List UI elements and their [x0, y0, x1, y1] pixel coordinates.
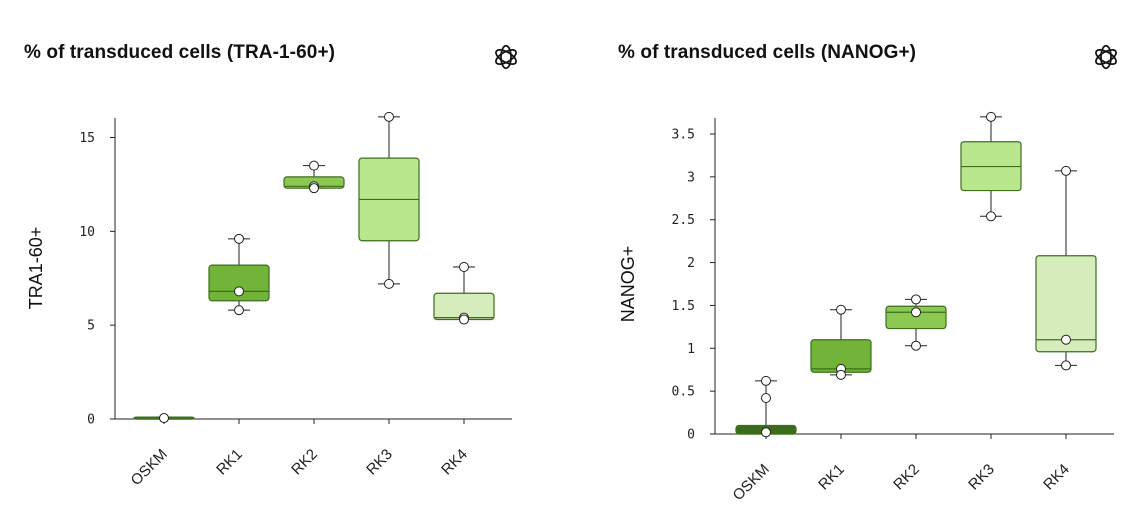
y-tick-label: 1.5 — [672, 299, 695, 314]
data-point — [384, 111, 394, 122]
y-tick-label: 0.5 — [672, 385, 695, 400]
x-tick-label: RK4 — [1040, 461, 1073, 494]
data-point — [234, 305, 244, 316]
x-tick-label: RK4 — [438, 446, 471, 479]
data-point — [836, 304, 846, 315]
data-point — [911, 294, 921, 305]
box-plot-tra: 0 5 10 15 TRA1-60+ OSKM RK1 RK2 RK3 RK4 — [26, 111, 512, 489]
data-point — [234, 233, 244, 244]
data-point — [761, 375, 771, 386]
y-axis-label: TRA1-60+ — [26, 227, 46, 310]
data-point — [309, 160, 319, 171]
data-point — [309, 183, 319, 194]
data-point — [986, 111, 996, 122]
y-tick-label: 2.5 — [672, 213, 695, 228]
data-point — [986, 211, 996, 222]
y-tick-label: 3 — [687, 170, 695, 185]
data-point — [234, 286, 244, 297]
chart-panel-tra: % of transduced cells (TRA-1-60+) 0 5 10 15… — [0, 0, 570, 529]
chart-title: % of transduced cells (TRA-1-60+) — [24, 42, 336, 63]
y-tick-label: 1 — [687, 342, 695, 357]
box-plot-nanog: 0 0.5 1 1.5 2 2.5 3 3.5 NANOG+ OSKM RK1 RK2 RK3 RK4 — [618, 111, 1114, 504]
y-tick-label: 5 — [87, 319, 95, 334]
data-point — [911, 340, 921, 351]
data-point — [459, 261, 469, 272]
y-axis-label: NANOG+ — [618, 246, 638, 323]
x-tick-label: RK3 — [363, 446, 396, 479]
data-point — [836, 369, 846, 380]
y-tick-label: 15 — [79, 131, 95, 146]
data-point — [384, 278, 394, 289]
openai-logo-icon — [1095, 44, 1117, 70]
x-tick-label: OSKM — [128, 446, 171, 489]
data-point — [1061, 360, 1071, 371]
x-tick-label: RK3 — [965, 461, 998, 494]
data-point — [1061, 334, 1071, 345]
openai-logo-icon — [495, 44, 517, 70]
y-tick-label: 0 — [687, 428, 695, 443]
y-tick-label: 0 — [87, 413, 95, 428]
y-tick-label: 3.5 — [672, 128, 695, 143]
data-point — [911, 307, 921, 318]
data-point — [459, 314, 469, 325]
y-tick-label: 2 — [687, 256, 695, 271]
x-tick-label: RK2 — [890, 461, 923, 494]
x-tick-label: RK1 — [213, 446, 246, 479]
x-tick-label: RK1 — [815, 461, 848, 494]
x-tick-label: RK2 — [288, 446, 321, 479]
data-point — [761, 427, 771, 438]
data-point — [1061, 165, 1071, 176]
data-point — [159, 413, 169, 424]
y-tick-label: 10 — [79, 225, 95, 240]
chart-title: % of transduced cells (NANOG+) — [618, 42, 917, 63]
box-RK4 — [1035, 255, 1097, 353]
x-tick-label: OSKM — [730, 461, 773, 504]
chart-panel-nanog: % of transduced cells (NANOG+) 0 0.5 1 1.5 2… — [594, 0, 1141, 529]
data-point — [761, 393, 771, 403]
